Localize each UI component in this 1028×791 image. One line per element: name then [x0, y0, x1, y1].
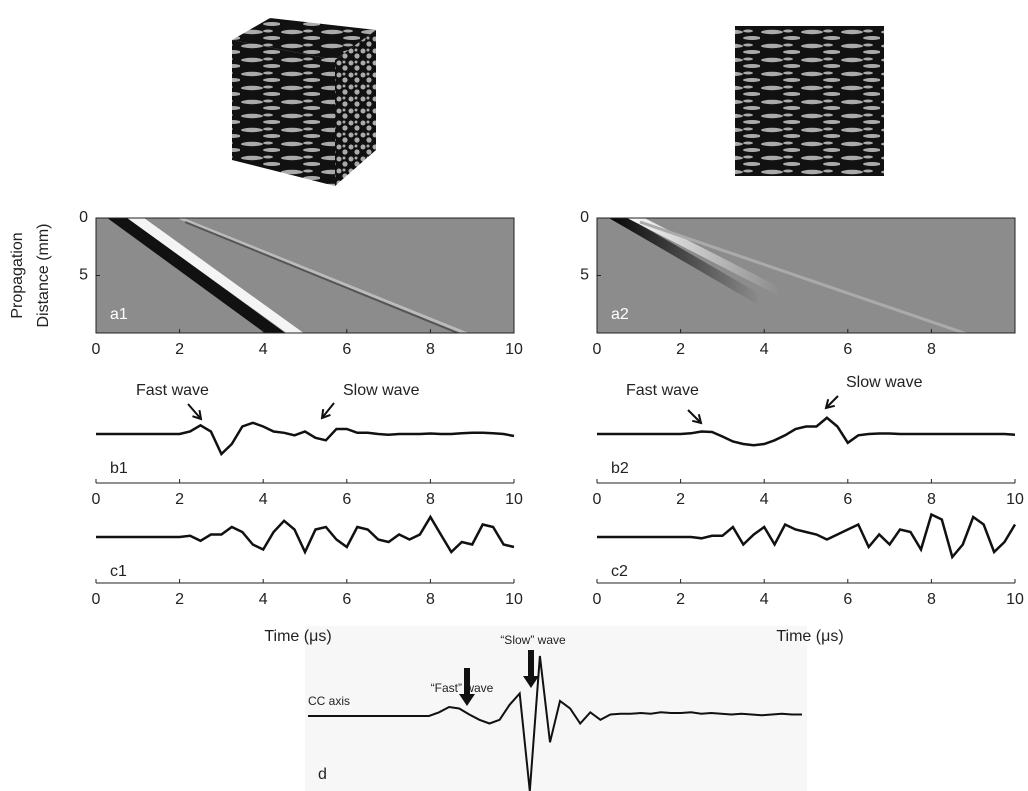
annotation: Fast wave: [626, 382, 699, 399]
heatmap-image: [597, 218, 1015, 333]
annotation: Fast wave: [136, 382, 209, 399]
x-tick-label: 6: [342, 591, 351, 608]
inset-background: [305, 626, 807, 791]
arrow-head: [692, 414, 703, 425]
x-tick-label: 0: [92, 591, 101, 608]
y-tick-label: 0: [580, 209, 589, 226]
x-tick-label: 8: [426, 341, 435, 358]
cube-illustration: [232, 18, 376, 186]
slice-illustration: [735, 26, 884, 176]
x-axis-label: Time (μs): [264, 628, 331, 645]
x-tick-label: 4: [760, 591, 769, 608]
x-tick-label: 0: [593, 591, 602, 608]
arrow-head: [192, 409, 203, 421]
x-tick-label: 8: [426, 591, 435, 608]
annotation-arrow: [321, 402, 335, 419]
waveform: [308, 655, 802, 791]
annotation-arrow: [687, 409, 702, 424]
panel-label: b2: [611, 460, 629, 477]
x-tick-label: 10: [505, 491, 523, 508]
x-axis-label: Time (μs): [776, 628, 843, 645]
annotation-arrow: [825, 395, 839, 409]
x-tick-label: 8: [927, 591, 936, 608]
heatmap-image: [96, 218, 514, 333]
annotation: “Slow” wave: [500, 633, 566, 647]
arrow-head: [523, 676, 539, 688]
y-tick-label: 5: [580, 267, 589, 284]
x-tick-label: 10: [1006, 491, 1024, 508]
annotation: Slow wave: [846, 374, 923, 391]
waveform: [597, 416, 1016, 447]
arrow-head: [320, 408, 331, 420]
x-tick-label: 4: [259, 341, 268, 358]
x-tick-label: 0: [92, 491, 101, 508]
y-axis-label: Distance (mm): [35, 223, 52, 327]
x-tick-label: 6: [843, 341, 852, 358]
x-tick-label: 2: [676, 341, 685, 358]
panel-label: c1: [110, 563, 127, 580]
y-tick-label: 0: [79, 209, 88, 226]
waveform: [96, 421, 515, 457]
x-tick-label: 2: [175, 491, 184, 508]
waveform: [597, 512, 1017, 560]
panel-label: a2: [611, 306, 629, 323]
x-tick-label: 6: [342, 491, 351, 508]
arrow-head: [824, 399, 835, 410]
x-tick-label: 8: [927, 491, 936, 508]
x-tick-label: 2: [175, 341, 184, 358]
x-tick-label: 2: [676, 491, 685, 508]
x-tick-label: 0: [593, 341, 602, 358]
annotation: “Fast” wave: [431, 681, 494, 695]
x-tick-label: 6: [843, 491, 852, 508]
x-tick-label: 4: [760, 341, 769, 358]
waveform: [96, 514, 515, 555]
x-tick-label: 0: [92, 341, 101, 358]
y-tick-label: 5: [79, 267, 88, 284]
x-tick-label: 2: [175, 591, 184, 608]
annotation-arrow: [528, 650, 534, 678]
x-tick-label: 6: [843, 591, 852, 608]
annotation: Slow wave: [343, 382, 420, 399]
x-tick-label: 8: [927, 341, 936, 358]
x-tick-label: 0: [593, 491, 602, 508]
x-tick-label: 4: [259, 591, 268, 608]
y-axis-label: Propagation: [9, 232, 26, 318]
x-tick-label: 4: [760, 491, 769, 508]
panel-label: d: [318, 766, 327, 783]
arrow-head: [459, 694, 475, 706]
x-tick-label: 10: [1006, 591, 1024, 608]
panel-label: b1: [110, 460, 128, 477]
panel-label: a1: [110, 306, 128, 323]
x-tick-label: 10: [505, 591, 523, 608]
x-tick-label: 6: [342, 341, 351, 358]
annotation-arrow: [464, 668, 470, 696]
x-tick-label: 4: [259, 491, 268, 508]
x-tick-label: 2: [676, 591, 685, 608]
x-tick-label: 10: [505, 341, 523, 358]
axis-label: CC axis: [308, 694, 350, 708]
annotation-arrow: [187, 403, 202, 420]
panel-label: c2: [611, 563, 628, 580]
x-tick-label: 8: [426, 491, 435, 508]
